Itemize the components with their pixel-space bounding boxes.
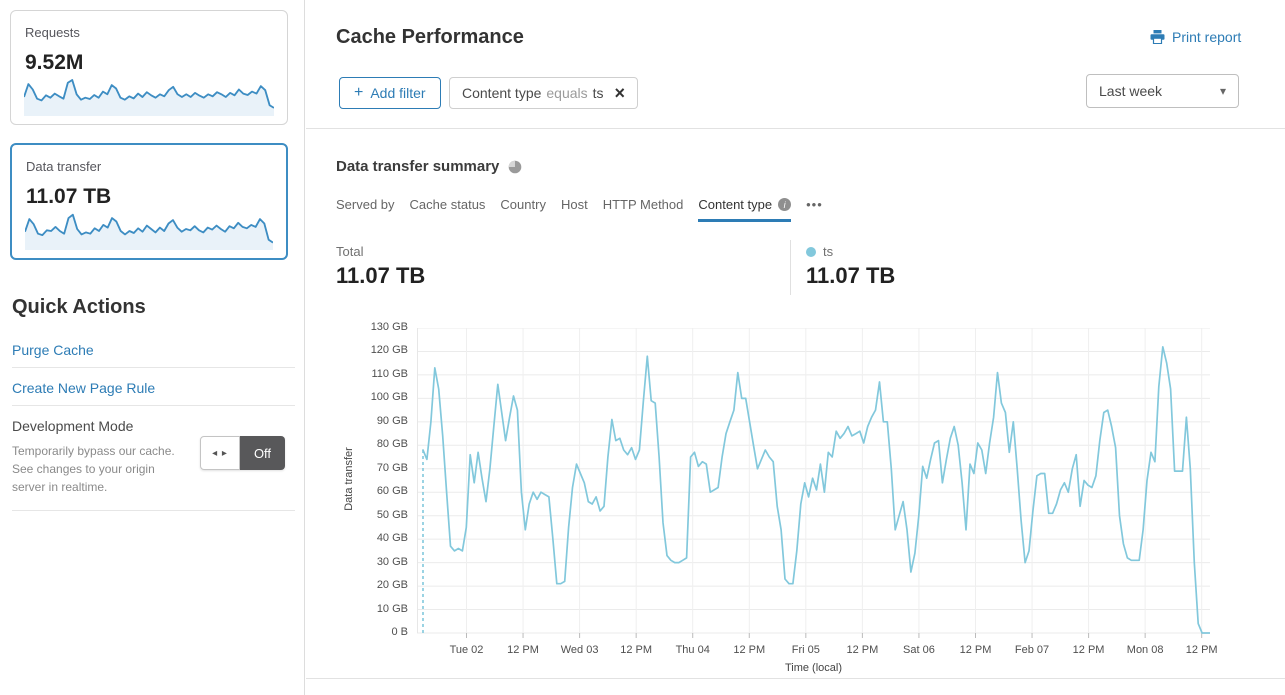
requests-metric-card[interactable]: Requests 9.52M (10, 10, 288, 125)
y-tick-label: 80 GB (376, 438, 408, 451)
summary-title: Data transfer summary (336, 158, 500, 175)
create-page-rule-link[interactable]: Create New Page Rule (12, 380, 156, 396)
development-mode-description: Temporarily bypass our cache. See change… (12, 444, 175, 494)
y-tick-label: 50 GB (376, 508, 408, 521)
divider (306, 128, 1285, 129)
x-tick-label: Sat 06 (903, 644, 935, 656)
x-axis-title: Time (local) (784, 662, 843, 674)
printer-icon (1150, 30, 1165, 44)
remove-filter-icon[interactable]: × (614, 83, 626, 103)
page-title: Cache Performance (336, 26, 524, 48)
x-tick-label: 12 PM (507, 644, 539, 656)
divider (12, 367, 295, 368)
x-tick-label: 12 PM (846, 644, 879, 656)
add-filter-button[interactable]: + Add filter (339, 77, 441, 109)
x-tick-label: 12 PM (733, 644, 766, 656)
y-tick-label: 40 GB (376, 532, 408, 545)
y-tick-label: 0 B (391, 626, 408, 638)
pie-timer-icon (509, 160, 522, 173)
requests-card-label: Requests (25, 25, 80, 40)
tab-country[interactable]: Country (500, 197, 546, 212)
filter-operator: equals (546, 85, 588, 101)
x-tick-label: Mon 08 (1126, 644, 1164, 656)
sidebar: Requests 9.52M Data transfer 11.07 TB Qu… (0, 0, 305, 695)
divider (306, 678, 1285, 679)
x-tick-label: Wed 03 (560, 644, 599, 656)
filter-value: ts (592, 85, 604, 101)
y-tick-label: 10 GB (376, 602, 408, 615)
x-tick-label: 12 PM (620, 644, 653, 656)
data-transfer-metric-card-selected[interactable]: Data transfer 11.07 TB (10, 143, 288, 260)
divider (790, 240, 791, 295)
time-range-select[interactable]: Last week ▾ (1086, 74, 1239, 108)
total-value: 11.07 TB (336, 263, 426, 288)
development-mode-toggle[interactable]: ◂ ▸ Off (200, 436, 285, 470)
x-tick-label: Tue 02 (449, 644, 484, 656)
series-ts-label: ts (823, 244, 834, 259)
y-tick-label: 20 GB (376, 579, 408, 592)
x-tick-label: 12 PM (1185, 644, 1218, 656)
quick-actions-heading: Quick Actions (12, 296, 146, 318)
y-tick-label: 70 GB (376, 461, 408, 474)
tab-host[interactable]: Host (560, 197, 588, 212)
data-transfer-card-label: Data transfer (26, 159, 102, 174)
toggle-arrows-icon[interactable]: ◂ ▸ (200, 436, 240, 470)
summary-title-row: Data transfer summary (336, 158, 522, 175)
tab-cache-status[interactable]: Cache status (409, 197, 486, 212)
divider (12, 510, 295, 511)
x-tick-label: Fri 05 (791, 644, 820, 656)
time-range-value: Last week (1099, 83, 1163, 99)
data-transfer-card-value: 11.07 TB (26, 185, 112, 208)
series-ts-value: 11.07 TB (806, 263, 896, 288)
info-icon[interactable]: i (778, 198, 792, 211)
x-tick-label: 12 PM (959, 644, 992, 656)
plus-icon: + (354, 84, 364, 101)
purge-cache-link[interactable]: Purge Cache (12, 342, 94, 358)
x-tick-label: Thu 04 (675, 644, 710, 656)
data-transfer-sparkline-chart (25, 210, 273, 250)
development-mode-label: Development Mode (12, 418, 134, 434)
filter-chip-content-type[interactable]: Content type equals ts × (449, 77, 639, 109)
add-filter-label: Add filter (370, 85, 426, 101)
y-tick-label: 90 GB (376, 414, 408, 427)
data-transfer-chart: Data transfer Time (local) 0 B 10 GB 20 GB… (336, 321, 1240, 674)
series-ts-legend-dot (806, 247, 816, 257)
filter-field: Content type (462, 85, 542, 101)
y-tick-label: 30 GB (376, 555, 408, 568)
more-tabs-icon[interactable]: ••• (806, 197, 823, 212)
y-tick-label: 110 GB (371, 367, 409, 380)
total-label: Total (336, 244, 364, 259)
requests-card-value: 9.52M (25, 51, 84, 74)
summary-tabs: Served by Cache status Country Host HTTP… (336, 197, 823, 222)
y-tick-label: 100 GB (370, 391, 408, 404)
tab-http-method[interactable]: HTTP Method (602, 197, 684, 212)
y-tick-label: 60 GB (376, 485, 408, 498)
print-report-label: Print report (1172, 29, 1242, 45)
chevron-down-icon: ▾ (1219, 84, 1226, 98)
line-chart-plot (417, 328, 1210, 638)
print-report-link[interactable]: Print report (1150, 29, 1241, 45)
y-axis-title: Data transfer (343, 447, 355, 511)
x-tick-label: Feb 07 (1014, 644, 1050, 656)
x-tick-label: 12 PM (1072, 644, 1105, 656)
toggle-off-state[interactable]: Off (240, 436, 285, 470)
tab-served-by[interactable]: Served by (336, 197, 395, 212)
divider (12, 405, 295, 406)
y-tick-label: 120 GB (370, 344, 408, 357)
tab-content-type-active[interactable]: Content type i (698, 197, 792, 222)
y-tick-label: 130 GB (370, 321, 408, 333)
requests-sparkline-chart (24, 76, 274, 116)
